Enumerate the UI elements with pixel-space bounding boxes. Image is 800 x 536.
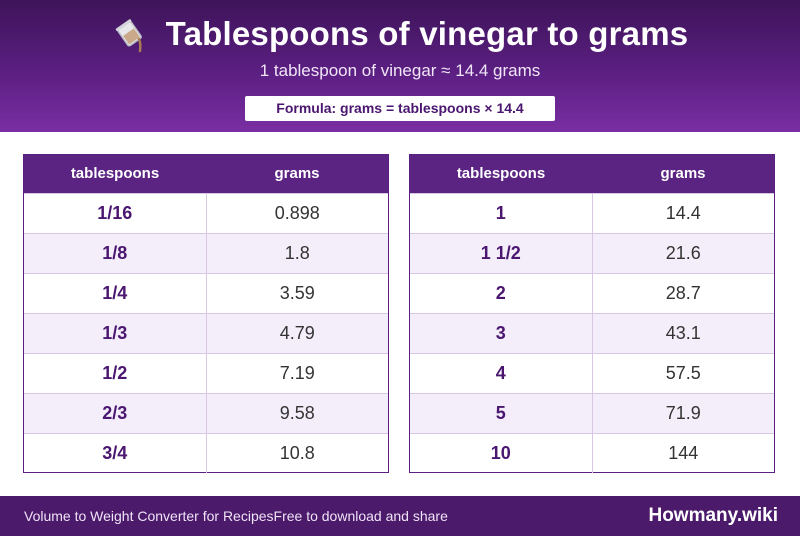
grams-cell: 7.19 xyxy=(206,352,388,393)
tablespoons-cell: 1/4 xyxy=(24,272,207,313)
tablespoons-cell: 2/3 xyxy=(24,392,207,433)
conversion-table-right: tablespoons grams 1 14.4 1 1/2 21.6 2 28… xyxy=(409,154,775,473)
grams-cell: 144 xyxy=(592,432,774,473)
conversion-subtitle: 1 tablespoon of vinegar ≈ 14.4 grams xyxy=(259,61,541,80)
formula-badge: Formula: grams = tablespoons × 14.4 xyxy=(245,96,555,121)
column-header-tablespoons: tablespoons xyxy=(24,155,206,193)
header-banner: Tablespoons of vinegar to grams 1 tables… xyxy=(0,0,800,132)
footer-share-label: Free to download and share xyxy=(273,508,448,524)
tablespoons-cell: 1 1/2 xyxy=(410,232,593,273)
conversion-table-left: tablespoons grams 1/16 0.898 1/8 1.8 1/4… xyxy=(23,154,389,473)
table-row: 1/3 4.79 xyxy=(24,312,388,353)
table-header-row: tablespoons grams xyxy=(410,155,774,193)
tablespoons-cell: 3 xyxy=(410,312,593,353)
tablespoons-cell: 1/3 xyxy=(24,312,207,353)
table-header-row: tablespoons grams xyxy=(24,155,388,193)
grams-cell: 57.5 xyxy=(592,352,774,393)
table-row: 1/8 1.8 xyxy=(24,232,388,273)
table-row: 1/2 7.19 xyxy=(24,352,388,393)
table-row: 5 71.9 xyxy=(410,392,774,433)
column-header-tablespoons: tablespoons xyxy=(410,155,592,193)
tablespoons-cell: 10 xyxy=(410,432,593,473)
grams-cell: 21.6 xyxy=(592,232,774,273)
table-row: 1/16 0.898 xyxy=(24,192,388,233)
table-row: 10 144 xyxy=(410,432,774,473)
table-row: 1/4 3.59 xyxy=(24,272,388,313)
brand-logo-text[interactable]: Howmany.wiki xyxy=(648,505,778,526)
table-row: 1 14.4 xyxy=(410,192,774,233)
table-row: 3 43.1 xyxy=(410,312,774,353)
table-row: 4 57.5 xyxy=(410,352,774,393)
tablespoons-cell: 4 xyxy=(410,352,593,393)
tablespoons-cell: 1/16 xyxy=(24,192,207,233)
grams-cell: 14.4 xyxy=(592,192,774,233)
grams-cell: 10.8 xyxy=(206,432,388,473)
grams-cell: 3.59 xyxy=(206,272,388,313)
table-row: 3/4 10.8 xyxy=(24,432,388,473)
table-row: 2/3 9.58 xyxy=(24,392,388,433)
footer-bar: Volume to Weight Converter for RecipesFr… xyxy=(0,496,800,536)
tablespoons-cell: 1 xyxy=(410,192,593,233)
table-row: 1 1/2 21.6 xyxy=(410,232,774,273)
tablespoons-cell: 5 xyxy=(410,392,593,433)
grams-cell: 43.1 xyxy=(592,312,774,353)
grams-cell: 28.7 xyxy=(592,272,774,313)
grams-cell: 9.58 xyxy=(206,392,388,433)
column-header-grams: grams xyxy=(206,155,388,193)
column-header-grams: grams xyxy=(592,155,774,193)
tablespoons-cell: 2 xyxy=(410,272,593,313)
tablespoons-cell: 3/4 xyxy=(24,432,207,473)
grams-cell: 71.9 xyxy=(592,392,774,433)
grams-cell: 1.8 xyxy=(206,232,388,273)
footer-text: Volume to Weight Converter for RecipesFr… xyxy=(24,496,448,536)
tablespoons-cell: 1/8 xyxy=(24,232,207,273)
tablespoons-cell: 1/2 xyxy=(24,352,207,393)
title-row: Tablespoons of vinegar to grams xyxy=(0,12,800,56)
grams-cell: 4.79 xyxy=(206,312,388,353)
page-title: Tablespoons of vinegar to grams xyxy=(165,15,689,52)
table-row: 2 28.7 xyxy=(410,272,774,313)
grams-cell: 0.898 xyxy=(206,192,388,233)
pouring-vinegar-icon xyxy=(112,15,150,53)
footer-converter-label: Volume to Weight Converter for Recipes xyxy=(24,508,274,524)
